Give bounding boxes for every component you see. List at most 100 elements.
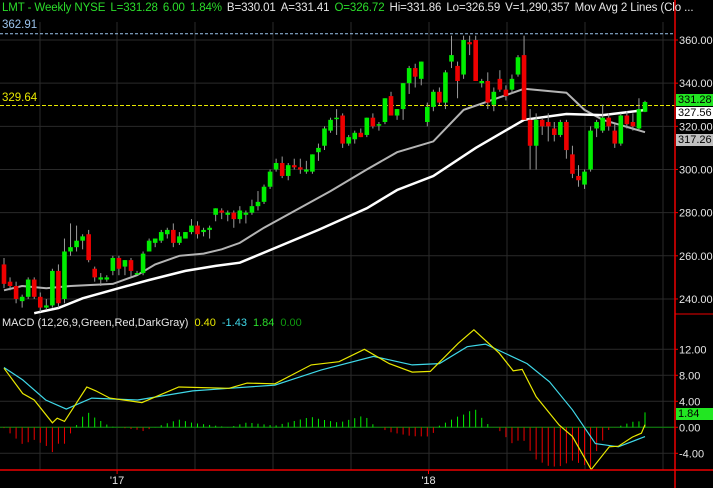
candle [164, 227, 170, 239]
macd-tick-label: 0.00 [679, 422, 700, 434]
change: 6.00 [162, 2, 185, 14]
candle-body [364, 117, 370, 135]
candle [189, 219, 194, 235]
candle [570, 145, 575, 179]
candle-body [37, 296, 43, 308]
level-reference-label: 329.64 [2, 92, 38, 104]
candle [600, 104, 605, 133]
candle-body [425, 106, 430, 123]
candle-body [316, 147, 321, 153]
candle [225, 210, 231, 222]
candle [267, 169, 273, 189]
macd-tick-label: -4.00 [679, 448, 704, 460]
candle-body [158, 232, 164, 241]
candle-body [370, 117, 376, 127]
candle-body [346, 137, 351, 144]
candle-body [146, 240, 152, 252]
moving-average-slow-line [33, 108, 646, 315]
candle [146, 238, 152, 252]
bid: B=330.01 [226, 2, 276, 14]
price-tick-label: 340.00 [679, 78, 713, 90]
candle [68, 223, 73, 256]
candle [515, 55, 521, 77]
candle-body [225, 212, 231, 215]
candle-body [443, 72, 448, 103]
candle [497, 70, 503, 92]
candle [449, 35, 454, 69]
candle-body [164, 229, 170, 235]
candle [491, 87, 497, 112]
candle [285, 163, 291, 181]
candle-body [406, 68, 412, 84]
candle [98, 273, 104, 287]
moving-averages [3, 87, 646, 315]
candle [243, 210, 249, 224]
candle [122, 260, 128, 276]
candle-body [19, 296, 25, 302]
candle-body [576, 175, 581, 181]
candle [19, 294, 25, 308]
high: Hi=331.86 [389, 2, 442, 14]
candle [473, 35, 478, 82]
candle-body [418, 61, 424, 79]
candle-body [13, 286, 19, 299]
price-tick-label: 240.00 [679, 294, 713, 306]
candle [582, 169, 587, 189]
candle-body [461, 40, 466, 75]
candle [195, 221, 200, 239]
candle [394, 109, 400, 120]
candle [624, 111, 630, 129]
candle-body [249, 206, 255, 213]
candle-body [7, 281, 13, 287]
ask: A=331.41 [280, 2, 330, 14]
candle [370, 113, 376, 129]
candle [328, 117, 333, 133]
candle-body [177, 236, 182, 243]
candle [588, 126, 593, 172]
candle-body [509, 78, 515, 90]
candle-body [485, 81, 491, 103]
candle [545, 113, 551, 142]
candle [1, 257, 7, 289]
candle-body [558, 122, 563, 135]
candle [503, 85, 509, 101]
candle-body [358, 132, 364, 138]
candle-body [237, 210, 243, 220]
candle-body [267, 171, 273, 187]
candle [80, 234, 85, 250]
candle [358, 128, 364, 138]
candle [171, 223, 176, 248]
candle [31, 277, 37, 299]
candle-body [86, 234, 91, 261]
candle [533, 113, 539, 170]
candle-body [231, 212, 237, 220]
candle [340, 113, 345, 148]
candle [630, 113, 636, 131]
candle [56, 264, 61, 308]
macd-lines [3, 328, 646, 471]
candle [576, 165, 581, 187]
candle-body [394, 109, 400, 116]
price-tick-label: 300.00 [679, 164, 713, 176]
candle-body [551, 128, 557, 135]
candle [485, 72, 491, 110]
candle-body [388, 96, 394, 116]
candle-body [1, 264, 7, 284]
candle-body [340, 115, 345, 144]
candle-body [304, 169, 309, 172]
moving-average-fast-line [3, 87, 646, 292]
candles [1, 35, 648, 312]
x-tick-label: '17 [110, 475, 124, 487]
candle [237, 206, 243, 224]
candle-body [310, 154, 315, 172]
candle-body [128, 260, 134, 271]
candle [322, 126, 327, 151]
candle [183, 232, 188, 239]
candle [425, 102, 430, 127]
candle-body [642, 101, 648, 112]
candle [509, 74, 515, 94]
candle-body [382, 98, 388, 123]
candle-body [594, 122, 599, 129]
candle [376, 122, 382, 131]
candle-body [98, 277, 104, 280]
